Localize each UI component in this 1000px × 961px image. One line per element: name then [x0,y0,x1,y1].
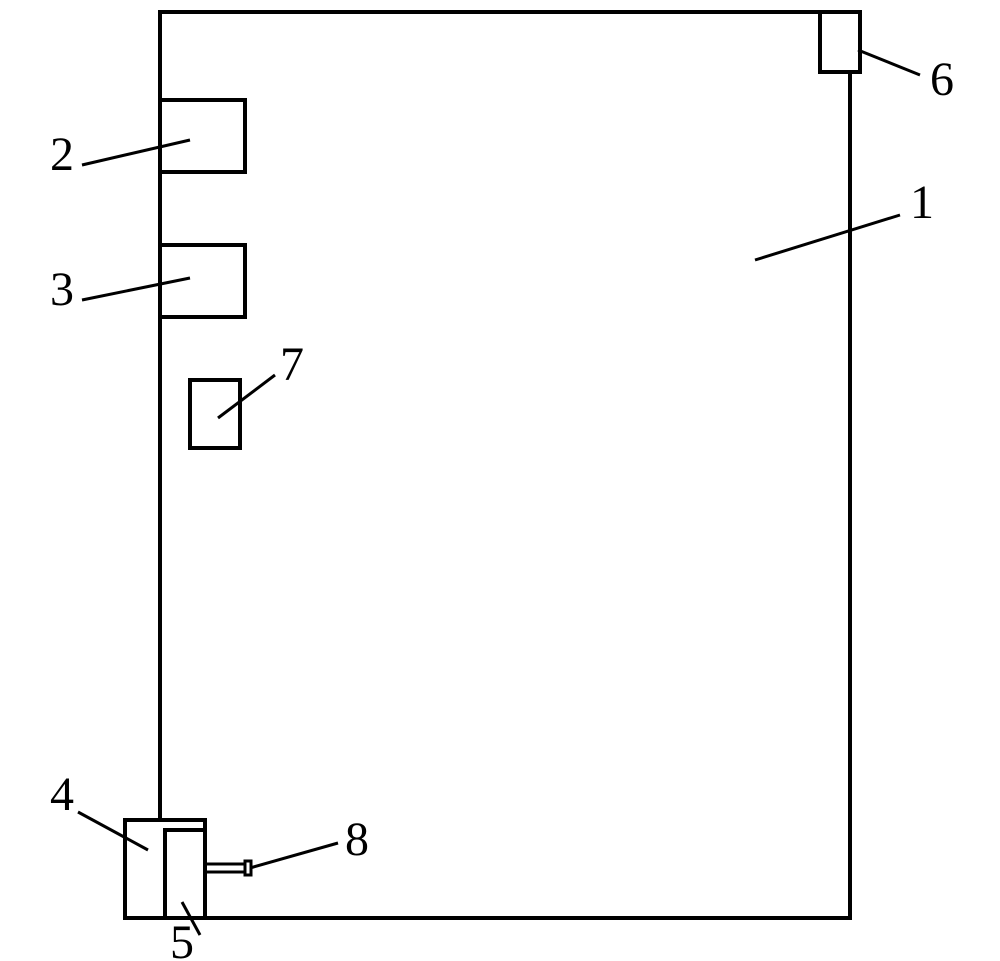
leader-8 [250,843,338,868]
box-7 [190,380,240,448]
main-rect [160,12,850,918]
label-2: 2 [50,128,74,181]
label-6: 6 [930,53,954,106]
label-5: 5 [170,916,194,961]
label-7: 7 [280,338,304,391]
box-6 [820,12,860,72]
box-2 [160,100,245,172]
leader-6 [858,50,920,75]
label-4: 4 [50,768,74,821]
label-1: 1 [910,176,934,229]
label-3: 3 [50,263,74,316]
elem-8-bar [205,864,245,872]
label-8: 8 [345,813,369,866]
leader-1 [755,215,900,260]
